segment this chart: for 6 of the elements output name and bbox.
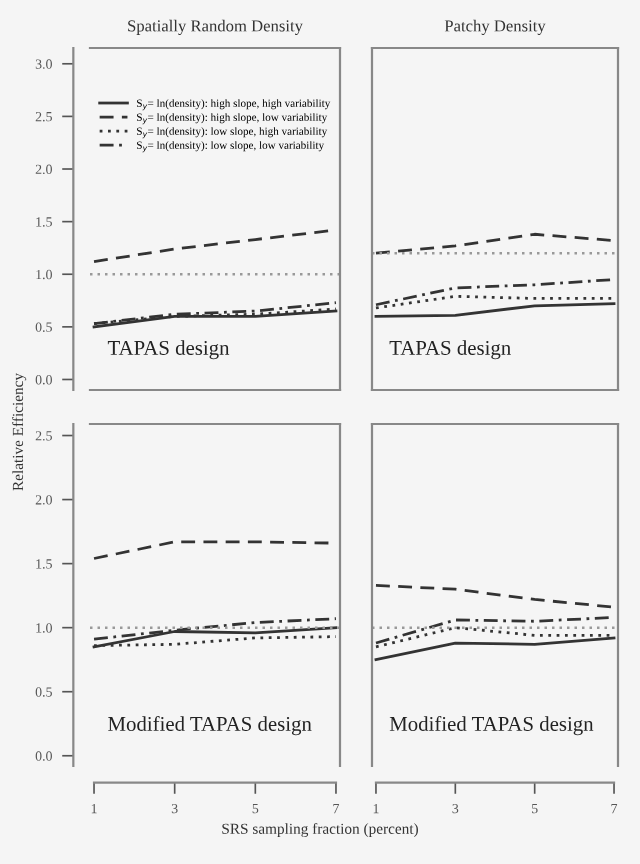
chart-title: Patchy Density bbox=[444, 19, 546, 35]
chart-title: Spatially Random Density bbox=[128, 19, 303, 35]
annotation: TAPAS design bbox=[107, 340, 230, 360]
annotation: TAPAS design bbox=[389, 340, 511, 360]
annotation: Modified TAPAS design bbox=[108, 716, 312, 736]
annotation: Modified TAPAS design bbox=[389, 716, 594, 736]
